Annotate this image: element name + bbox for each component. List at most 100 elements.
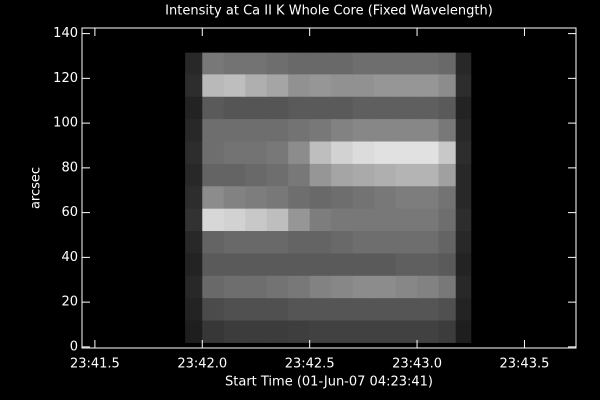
heatmap-cell [223,297,246,321]
heatmap-cell [266,297,289,321]
heatmap-cell [352,297,375,321]
heatmap-cell [352,320,375,343]
heatmap-cell [202,96,225,120]
heatmap-cell [374,96,397,120]
heatmap-cell [417,118,440,142]
heatmap-cell [185,275,203,299]
heatmap-cell [288,185,311,209]
heatmap-cell [395,163,418,187]
heatmap-cell [352,73,375,97]
heatmap-cell [185,163,203,187]
heatmap-cell [455,73,472,97]
heatmap-cell [438,208,457,232]
heatmap-cell [455,275,472,299]
heatmap-cell [288,141,311,164]
heatmap-cell [266,73,289,97]
heatmap-cell [245,297,268,321]
heatmap-cell [374,118,397,142]
heatmap-cell [288,320,311,343]
heatmap-cell [395,230,418,254]
heatmap-cell [202,118,225,142]
heatmap-cell [438,275,457,299]
heatmap-cell [455,118,472,142]
heatmap-cell [395,185,418,209]
heatmap-cell [223,96,246,120]
heatmap-cell [288,208,311,232]
heatmap-cell [288,163,311,187]
heatmap-cell [438,73,457,97]
heatmap-cell [352,52,375,75]
x-axis-label: Start Time (01-Jun-07 04:23:41) [225,375,433,390]
heatmap-cell [185,52,203,75]
heatmap-cell [417,230,440,254]
heatmap-cell [223,52,246,75]
heatmap-cell [352,118,375,142]
heatmap-cell [266,185,289,209]
heatmap-cell [202,230,225,254]
heatmap-cell [202,252,225,276]
heatmap-cell [202,297,225,321]
heatmap-cell [202,185,225,209]
heatmap-cell [352,163,375,187]
y-tick-label: 120 [53,71,78,86]
heatmap-cell [309,141,332,164]
heatmap-cell [223,208,246,232]
heatmap-cell [288,73,311,97]
heatmap-cell [417,320,440,343]
heatmap-cell [455,320,472,343]
heatmap-cell [417,252,440,276]
heatmap-cell [438,163,457,187]
heatmap-cell [438,185,457,209]
heatmap-cell [223,163,246,187]
heatmap-cell [245,320,268,343]
heatmap-cell [352,185,375,209]
heatmap-cell [352,96,375,120]
heatmap-cell [374,141,397,164]
heatmap-cell [202,320,225,343]
y-tick-label: 40 [61,250,78,265]
heatmap-cell [202,52,225,75]
heatmap-cell [288,297,311,321]
heatmap-cell [223,185,246,209]
heatmap-cell [266,52,289,75]
heatmap-cell [331,320,354,343]
heatmap-cell [288,52,311,75]
heatmap-cell [331,275,354,299]
heatmap-cell [455,252,472,276]
heatmap-cell [438,230,457,254]
heatmap-cell [374,163,397,187]
heatmap-cell [455,163,472,187]
heatmap-cell [245,163,268,187]
heatmap-cell [288,96,311,120]
heatmap-cell [185,73,203,97]
heatmap-cell [352,252,375,276]
heatmap-cell [185,297,203,321]
heatmap-cell [374,320,397,343]
heatmap-cell [438,118,457,142]
heatmap-cell [438,320,457,343]
heatmap-cell [288,275,311,299]
heatmap-cell [245,73,268,97]
heatmap-cell [331,252,354,276]
heatmap-cell [455,96,472,120]
y-axis-label: arcsec [29,167,44,209]
heatmap-cell [223,320,246,343]
heatmap-cell [245,118,268,142]
heatmap-cell [266,252,289,276]
heatmap-cell [185,141,203,164]
heatmap-cell [331,118,354,142]
heatmap-cell [438,141,457,164]
heatmap-cell [417,275,440,299]
heatmap-cell [266,141,289,164]
heatmap-cell [395,141,418,164]
heatmap-cell [455,208,472,232]
heatmap-cell [438,52,457,75]
heatmap-cell [202,275,225,299]
heatmap-cell [309,320,332,343]
x-tick-label: 23:42.0 [177,357,227,372]
heatmap-cell [374,208,397,232]
heatmap-cell [331,230,354,254]
heatmap-cell [266,163,289,187]
heatmap-cell [455,297,472,321]
